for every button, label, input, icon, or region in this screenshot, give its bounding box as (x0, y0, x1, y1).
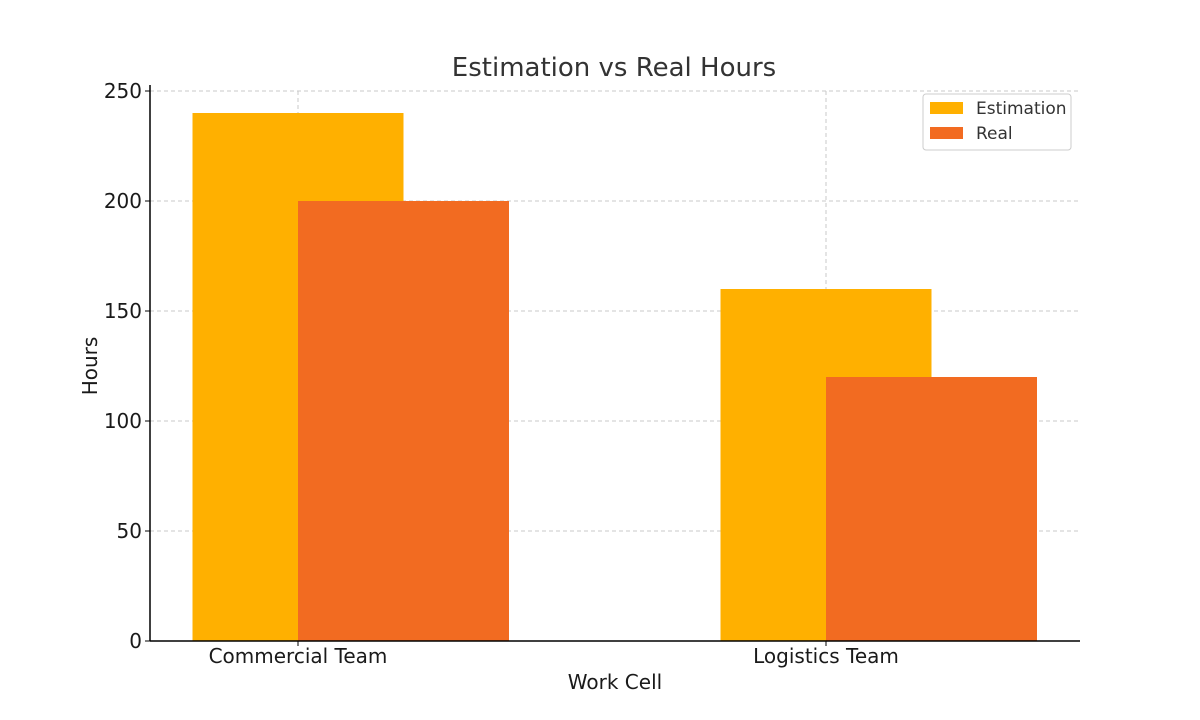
x-ticks: Commercial Team Logistics Team (209, 641, 899, 668)
legend-label-estimation: Estimation (976, 99, 1067, 119)
bar-real-commercial-team (298, 201, 509, 641)
x-tick-label: Logistics Team (753, 644, 899, 668)
y-tick-label: 250 (104, 79, 142, 103)
legend-label-real: Real (976, 124, 1013, 144)
y-axis-label: Hours (78, 337, 102, 396)
y-tick-label: 50 (117, 519, 142, 543)
axes (149, 85, 1080, 642)
legend: Estimation Real (922, 93, 1072, 151)
y-tick-label: 0 (129, 629, 142, 653)
bar-real-logistics-team (826, 377, 1037, 641)
x-axis-label: Work Cell (568, 670, 662, 694)
x-tick-label: Commercial Team (209, 644, 388, 668)
chart-title: Estimation vs Real Hours (452, 53, 776, 83)
y-ticks: 0 50 100 150 200 250 (104, 79, 150, 653)
legend-swatch-real (930, 127, 963, 139)
y-tick-label: 150 (104, 299, 142, 323)
legend-swatch-estimation (930, 102, 963, 114)
y-tick-label: 200 (104, 189, 142, 213)
bars (192, 113, 1037, 641)
y-tick-label: 100 (104, 409, 142, 433)
